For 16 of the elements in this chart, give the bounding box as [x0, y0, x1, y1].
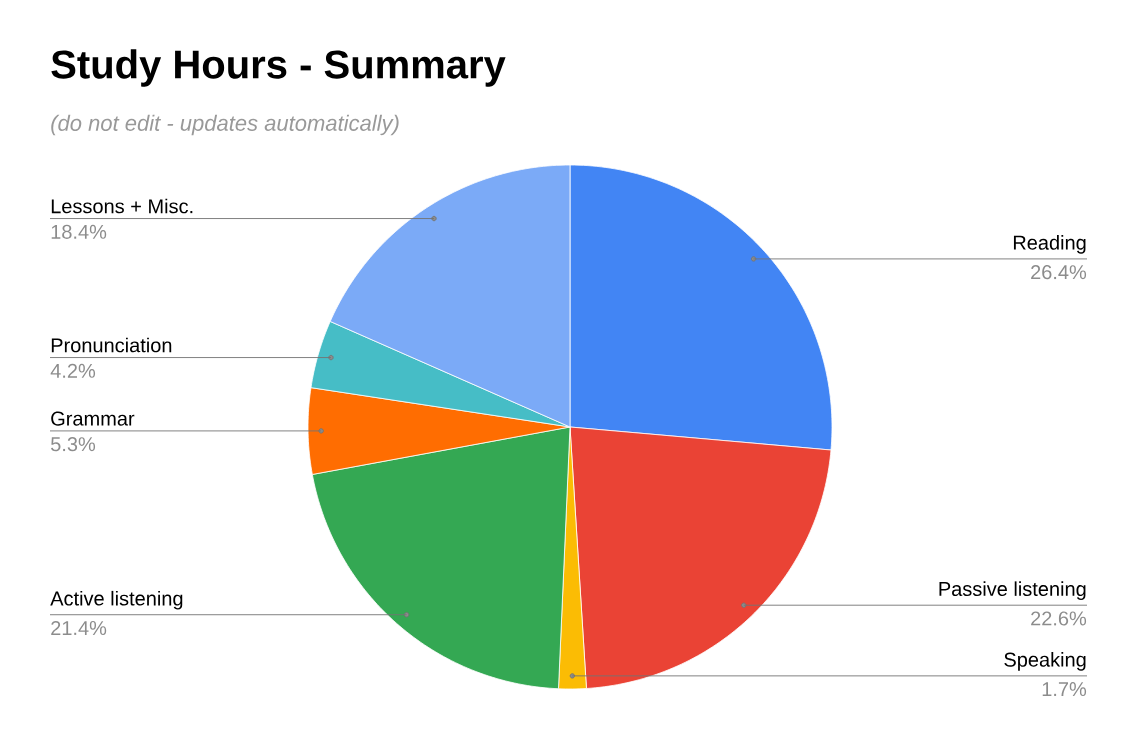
slice-label: Passive listening — [939, 581, 1086, 600]
data-label: 18.4% — [51, 224, 107, 239]
chart-title: Study Hours - Summary — [51, 49, 506, 87]
slice-label: Active listening — [50, 590, 183, 610]
chart-subtitle: (do not edit - updates automatically) — [51, 114, 399, 136]
slice-label: Grammar — [51, 411, 135, 426]
data-label: 22.6% — [1031, 611, 1087, 626]
slice-label: Lessons + Misc. — [51, 198, 193, 214]
slice-label: Speaking — [1004, 652, 1086, 671]
slice-label: Pronunciation — [51, 337, 172, 353]
data-label: 4.2% — [50, 363, 96, 378]
slice-label: Reading — [1013, 235, 1086, 254]
data-label: 1.7% — [1042, 682, 1087, 697]
data-label: 5.3% — [51, 437, 96, 452]
data-label: 26.4% — [1031, 265, 1087, 280]
data-label: 21.4% — [51, 620, 107, 635]
